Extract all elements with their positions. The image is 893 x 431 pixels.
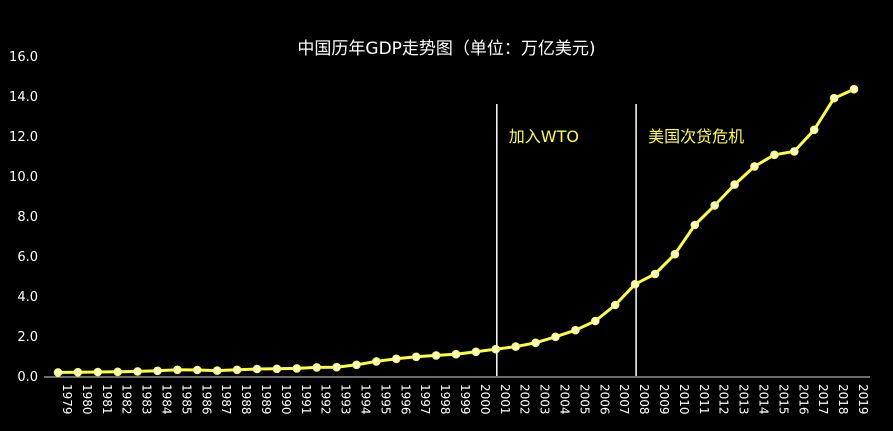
x-tick-label: 1998 xyxy=(438,384,452,415)
x-tick-label: 2014 xyxy=(757,384,771,415)
data-point xyxy=(332,362,341,372)
data-point xyxy=(153,366,162,376)
data-point xyxy=(193,365,202,375)
x-tick-label: 2019 xyxy=(856,384,870,415)
data-point xyxy=(93,367,103,377)
y-tick-label: 8.0 xyxy=(17,210,38,225)
data-point xyxy=(531,338,540,348)
y-tick-label: 2.0 xyxy=(17,330,38,345)
x-tick-label: 1979 xyxy=(60,384,74,415)
chart-title: 中国历年GDP走势图（单位：万亿美元) xyxy=(297,39,596,59)
data-point xyxy=(292,364,302,373)
x-tick-label: 1986 xyxy=(199,384,213,415)
data-point xyxy=(630,279,640,289)
x-tick-label: 2010 xyxy=(677,384,691,415)
data-point xyxy=(232,365,242,375)
data-point xyxy=(411,352,421,362)
data-point xyxy=(770,150,779,160)
x-tick-label: 1996 xyxy=(398,384,412,415)
y-tick-label: 12.0 xyxy=(9,130,38,145)
annotation-label: 加入WTO xyxy=(509,127,579,146)
y-tick-label: 16.0 xyxy=(9,50,38,65)
x-tick-label: 1984 xyxy=(160,384,174,415)
data-point xyxy=(790,147,799,156)
data-point xyxy=(690,220,700,230)
data-point xyxy=(113,367,122,377)
y-tick-label: 6.0 xyxy=(17,250,38,265)
x-tick-label: 1981 xyxy=(100,384,114,415)
x-tick-label: 2002 xyxy=(518,384,532,415)
data-point xyxy=(173,365,182,375)
x-tick-label: 2011 xyxy=(697,384,711,415)
x-tick-label: 1992 xyxy=(319,384,333,415)
x-tick-label: 1982 xyxy=(120,384,134,415)
data-point xyxy=(591,316,600,326)
x-tick-label: 2003 xyxy=(538,384,552,415)
x-tick-label: 2013 xyxy=(737,384,751,415)
x-tick-label: 2007 xyxy=(617,384,631,415)
x-tick-label: 1997 xyxy=(418,384,432,415)
x-tick-label: 1999 xyxy=(458,384,472,415)
data-point xyxy=(431,351,441,360)
x-tick-label: 2005 xyxy=(577,384,591,415)
data-point xyxy=(710,201,720,210)
data-point xyxy=(471,347,481,357)
data-point xyxy=(352,360,361,370)
y-tick-label: 4.0 xyxy=(17,290,38,305)
x-tick-label: 2016 xyxy=(796,384,810,415)
x-tick-label: 2000 xyxy=(478,384,492,415)
y-tick-label: 14.0 xyxy=(9,90,38,105)
data-point xyxy=(272,364,282,374)
data-point xyxy=(511,342,521,351)
data-point xyxy=(610,300,620,310)
data-point xyxy=(849,84,859,94)
x-tick-label: 2008 xyxy=(637,384,651,415)
x-tick-label: 1990 xyxy=(279,384,293,415)
data-point xyxy=(829,93,839,103)
data-point xyxy=(650,269,660,279)
x-tick-label: 1987 xyxy=(219,384,233,415)
data-point xyxy=(252,364,262,374)
data-point xyxy=(53,368,63,377)
data-point xyxy=(730,180,739,189)
data-point xyxy=(312,363,322,372)
x-tick-label: 2009 xyxy=(657,384,671,415)
x-tick-label: 1993 xyxy=(339,384,353,415)
data-point xyxy=(133,367,142,376)
data-point xyxy=(551,332,560,342)
x-tick-label: 1995 xyxy=(378,384,392,415)
annotation-label: 美国次贷危机 xyxy=(648,127,744,146)
x-tick-label: 1991 xyxy=(299,384,313,415)
x-tick-label: 1983 xyxy=(140,384,154,415)
data-point xyxy=(571,325,580,335)
x-tick-label: 2001 xyxy=(498,384,512,415)
x-tick-label: 1989 xyxy=(259,384,273,415)
data-point xyxy=(392,354,401,364)
data-point xyxy=(809,125,819,135)
x-tick-label: 2017 xyxy=(816,384,830,415)
data-point xyxy=(212,366,222,375)
data-point xyxy=(73,367,83,377)
x-tick-label: 1988 xyxy=(239,384,253,415)
data-point xyxy=(491,344,501,354)
x-tick-label: 2004 xyxy=(558,384,572,415)
x-tick-label: 2015 xyxy=(776,384,790,415)
y-tick-label: 10.0 xyxy=(9,170,38,185)
x-tick-label: 2012 xyxy=(717,384,731,415)
x-tick-label: 1985 xyxy=(179,384,193,415)
data-point xyxy=(750,162,759,171)
x-tick-label: 1994 xyxy=(359,384,373,415)
data-point xyxy=(372,357,381,366)
x-tick-label: 2018 xyxy=(836,384,850,415)
data-point xyxy=(451,349,461,359)
y-tick-label: 0.0 xyxy=(17,370,38,385)
x-tick-label: 2006 xyxy=(597,384,611,415)
x-tick-label: 1980 xyxy=(80,384,94,415)
data-point xyxy=(670,249,680,259)
